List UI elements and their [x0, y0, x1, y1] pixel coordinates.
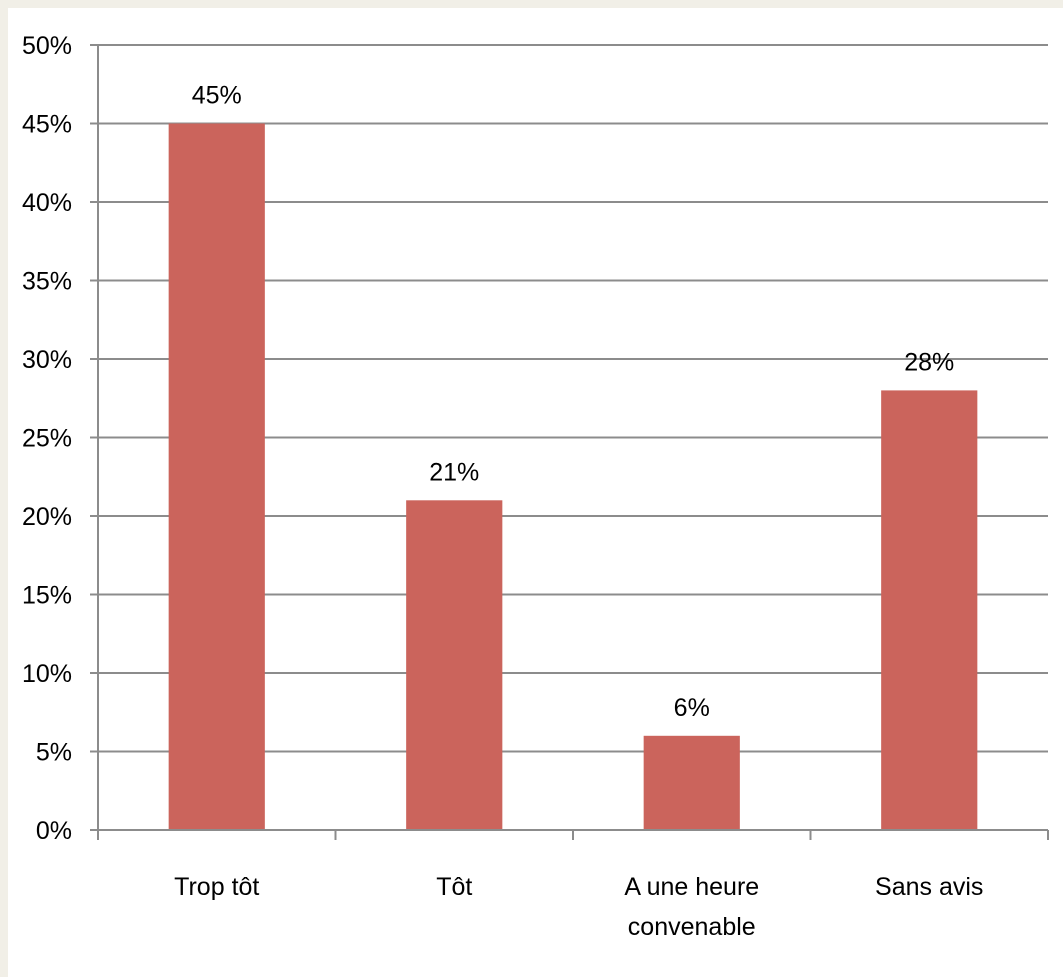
bar [643, 735, 740, 830]
bar [406, 500, 503, 830]
y-tick-label: 35% [22, 268, 72, 296]
y-axis-tick-labels: 0% 5% 10% 15% 20% 25% 30% 35% 40% 45% 50% [22, 32, 72, 845]
x-axis-category-labels: Trop tôt Tôt A une heure convenable Sans avi… [174, 873, 983, 941]
bar-data-label: 21% [429, 458, 479, 486]
y-tick-label: 50% [22, 32, 72, 60]
y-tick-label: 45% [22, 111, 72, 139]
y-tick-label: 15% [22, 582, 72, 610]
bar [881, 390, 978, 830]
x-category-label: A une heure convenable [624, 873, 759, 941]
bar-data-label: 6% [674, 694, 710, 722]
bars [168, 123, 978, 830]
x-category-label: Sans avis [875, 873, 983, 901]
data-labels: 45% 21% 6% 28% [192, 82, 955, 722]
y-tick-label: 30% [22, 346, 72, 374]
y-tick-label: 0% [36, 817, 72, 845]
axes [90, 44, 1049, 840]
y-tick-label: 20% [22, 503, 72, 531]
y-tick-label: 10% [22, 660, 72, 688]
x-category-label: Trop tôt [174, 873, 259, 901]
bar-data-label: 28% [904, 348, 954, 376]
bar [168, 123, 265, 830]
y-tick-label: 25% [22, 425, 72, 453]
y-tick-label: 40% [22, 189, 72, 217]
x-category-label: Tôt [436, 873, 472, 901]
y-tick-label: 5% [36, 739, 72, 767]
bar-data-label: 45% [192, 82, 242, 110]
